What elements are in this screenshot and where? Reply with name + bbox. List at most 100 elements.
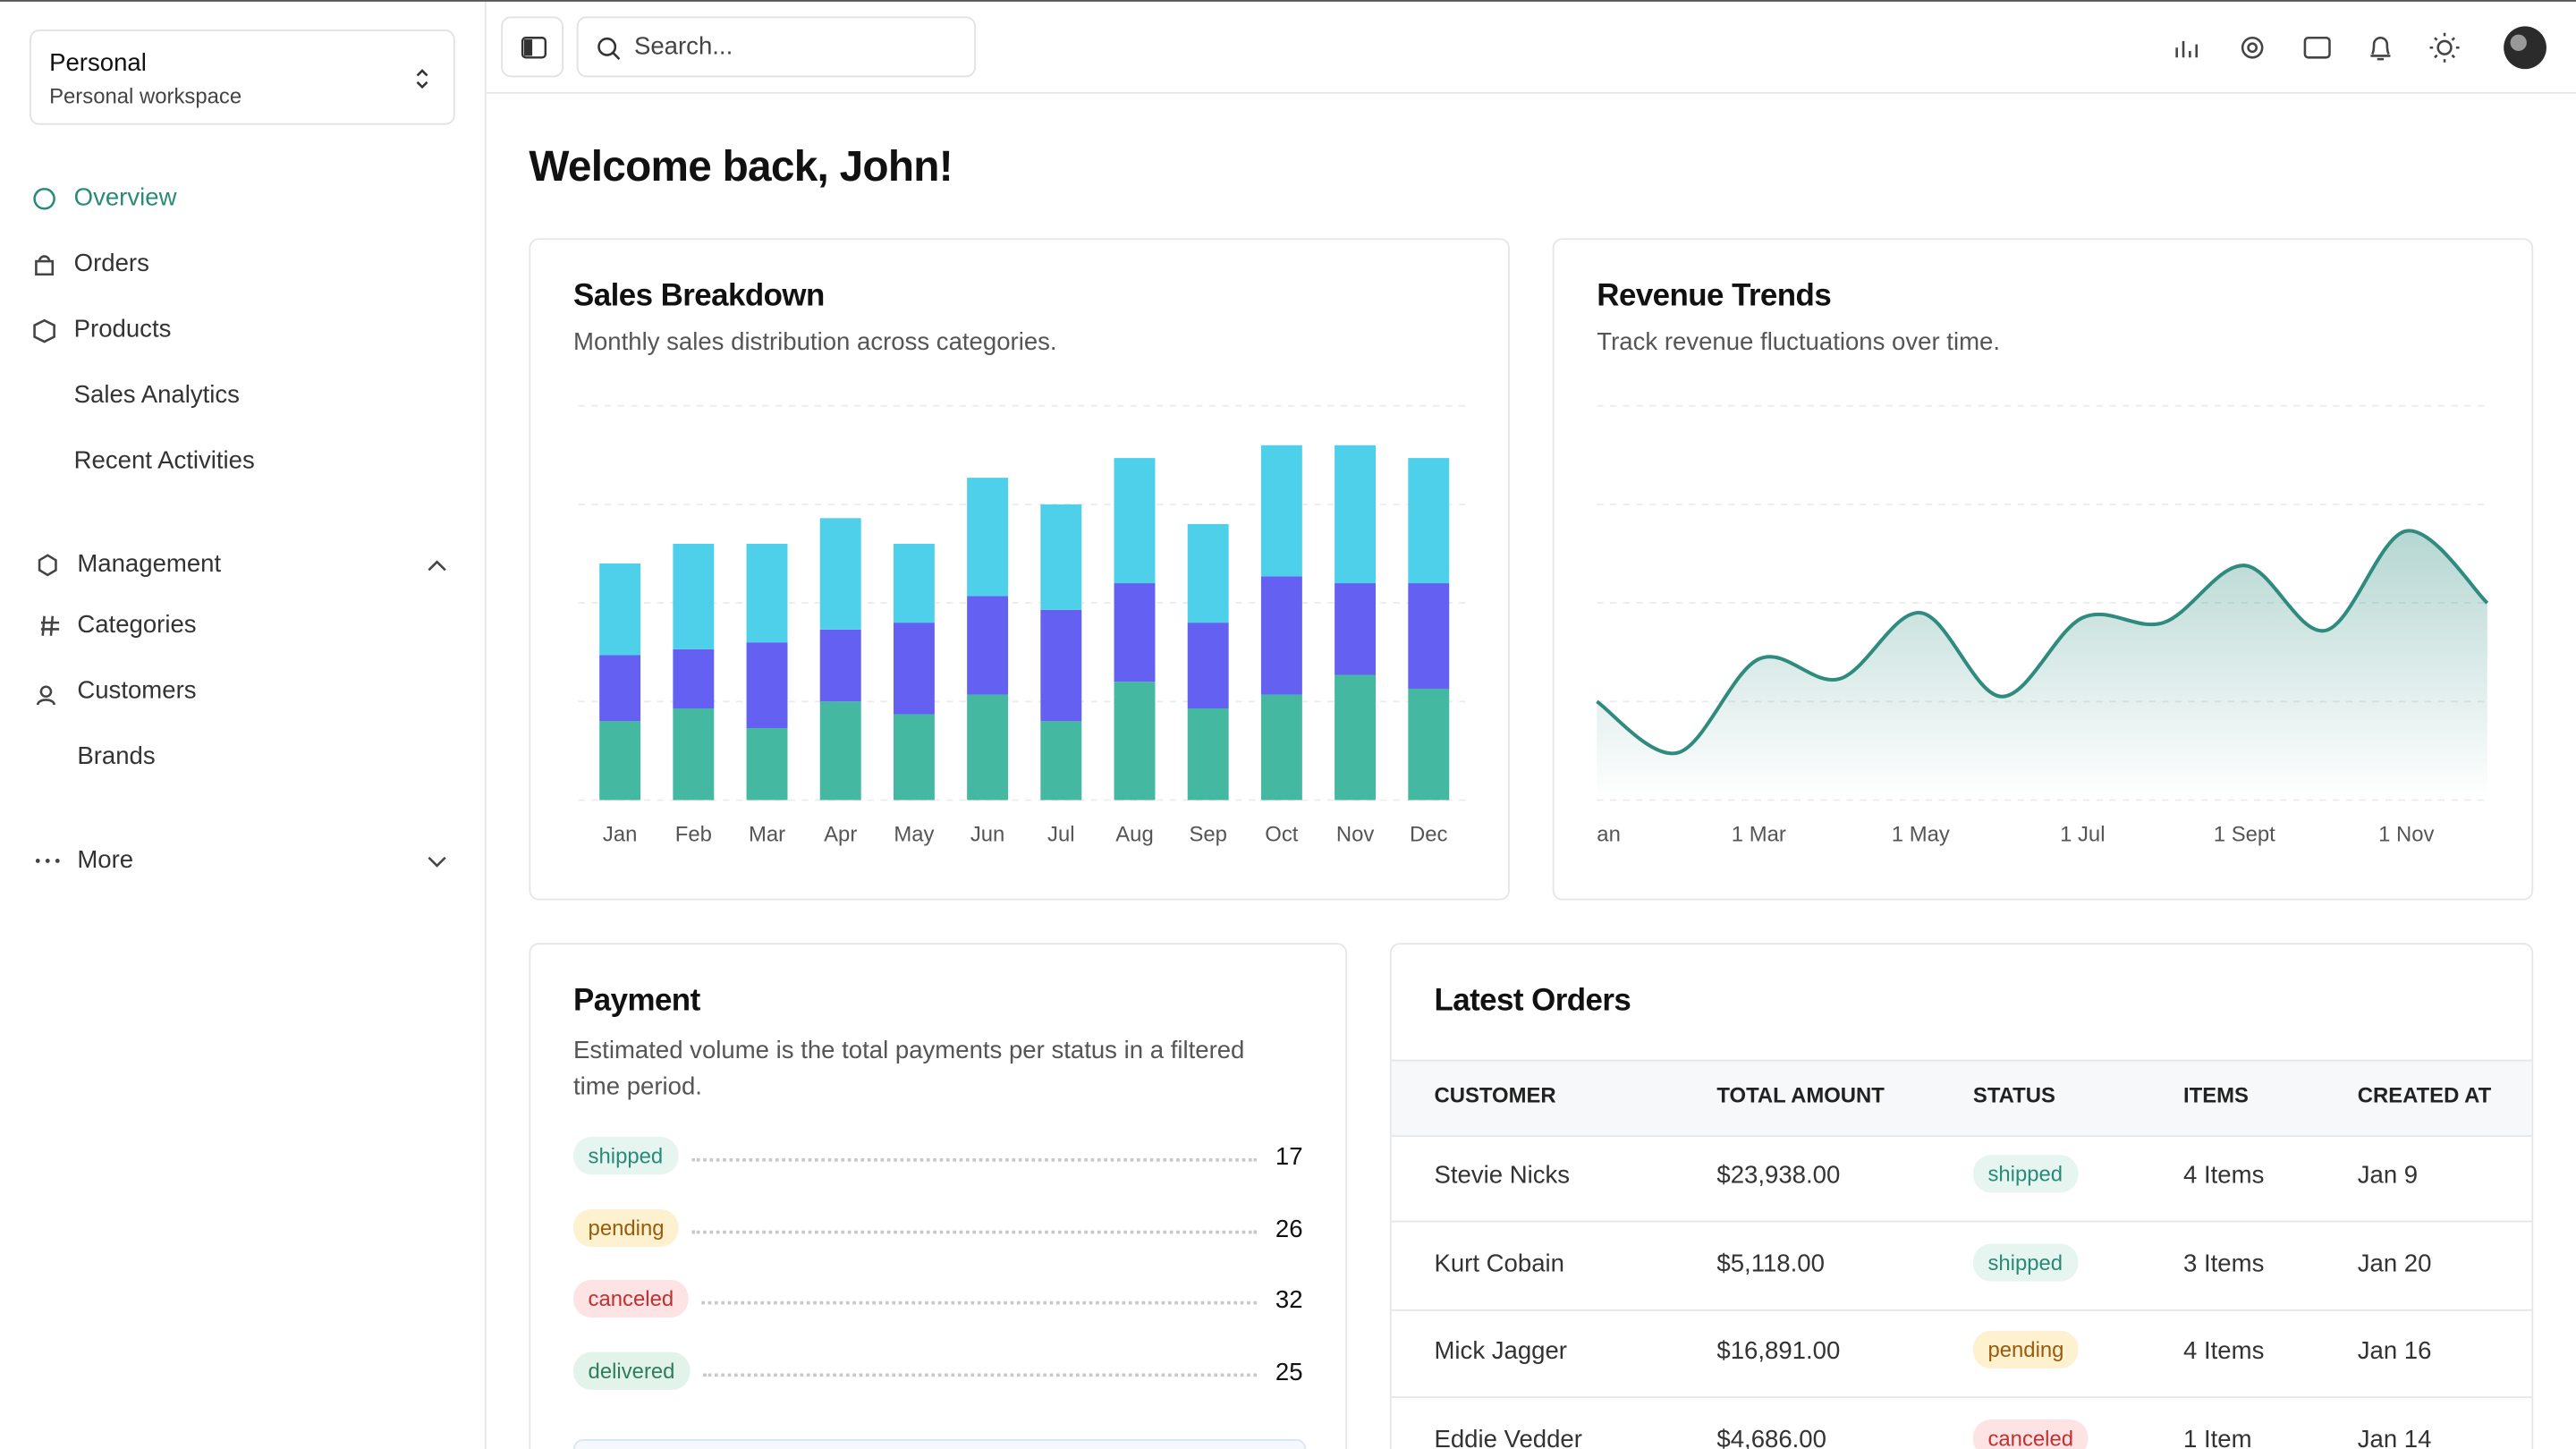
x-tick-label: Aug: [1115, 822, 1153, 846]
status-badge: canceled: [1972, 1419, 2089, 1449]
bar-segment: [1260, 576, 1302, 695]
line: [1596, 529, 2489, 756]
column-header: ITEMS: [2183, 1082, 2250, 1107]
x-tick-label: Sep: [1189, 822, 1226, 846]
stats-icon[interactable]: [2175, 40, 2199, 58]
x-tick-label: 1 Sept: [2214, 822, 2275, 846]
table-cell: $5,118.00: [1716, 1249, 1825, 1278]
x-tick-label: Jul: [1047, 822, 1075, 846]
status-badge: shipped: [1972, 1242, 2078, 1281]
dotted-leader: [691, 1230, 1258, 1233]
search-icon: [597, 37, 621, 61]
page-title: Welcome back, John!: [529, 140, 953, 191]
bar-segment: [673, 648, 715, 709]
theme-icon[interactable]: [2436, 39, 2453, 55]
nav-icon: [33, 187, 55, 210]
dot-icon: [35, 859, 40, 863]
x-tick-label: an: [1597, 822, 1621, 846]
nav-item[interactable]: Customers: [77, 676, 197, 705]
settings-icon[interactable]: [2241, 36, 2264, 59]
bar-segment: [1114, 682, 1156, 801]
dot-icon: [45, 859, 50, 863]
table-cell: Stevie Nicks: [1434, 1161, 1571, 1190]
dotted-leader: [691, 1157, 1258, 1162]
bar-segment: [819, 629, 861, 702]
column-header: STATUS: [1972, 1082, 2055, 1107]
bell-icon[interactable]: [2370, 37, 2391, 61]
row-divider: [1391, 1220, 2532, 1223]
status-badge: shipped: [573, 1137, 678, 1175]
status-badge: delivered: [573, 1352, 690, 1391]
x-tick-label: 1 May: [1892, 822, 1950, 846]
bar-segment: [1040, 721, 1082, 801]
bar-segment: [1408, 583, 1450, 689]
dotted-leader: [703, 1373, 1258, 1377]
table-cell: Jan 20: [2357, 1249, 2432, 1278]
search-placeholder: Search...: [633, 32, 733, 61]
bar-segment: [1335, 674, 1377, 801]
dot-icon: [55, 859, 60, 863]
dotted-leader: [701, 1301, 1258, 1306]
nav-item[interactable]: Sales Analytics: [73, 381, 240, 410]
bar-segment: [967, 596, 1009, 695]
column-header: CREATED AT: [2357, 1082, 2492, 1107]
nav-icon: [40, 615, 60, 636]
status-badge: pending: [1972, 1330, 2079, 1369]
table-cell: 1 Item: [2183, 1425, 2252, 1449]
bar-segment: [746, 642, 788, 729]
bar-segment: [819, 518, 861, 630]
table-cell: $4,686.00: [1716, 1425, 1826, 1449]
bar-segment: [1114, 458, 1156, 584]
calendar-icon[interactable]: [2303, 36, 2331, 59]
nav-section[interactable]: Management: [77, 550, 222, 579]
nav-item[interactable]: Overview: [73, 183, 177, 212]
table-cell: 3 Items: [2183, 1249, 2265, 1278]
nav-item[interactable]: Recent Activities: [73, 446, 255, 475]
card-title: Revenue Trends: [1597, 279, 1832, 314]
bar-segment: [1040, 504, 1082, 610]
status-badge: shipped: [1972, 1155, 2078, 1193]
nav-icon: [33, 318, 55, 343]
table-header: [1391, 1059, 2532, 1138]
chevron-up: [428, 560, 446, 572]
nav-item[interactable]: Orders: [73, 250, 149, 278]
status-count: 26: [1275, 1215, 1303, 1243]
bar-segment: [673, 708, 715, 801]
nav-item[interactable]: Products: [73, 315, 172, 343]
bar-segment: [599, 655, 641, 722]
bar-segment: [893, 543, 935, 623]
table-cell: Jan 14: [2357, 1425, 2432, 1449]
nav-item[interactable]: Brands: [77, 742, 156, 771]
sidebar-toggle[interactable]: [501, 16, 564, 78]
search-box[interactable]: Search...: [576, 16, 977, 78]
card-subtitle: Track revenue fluctuations over time.: [1597, 328, 2001, 357]
orders-card: [1389, 943, 2534, 1449]
nav-item[interactable]: Categories: [77, 611, 197, 640]
bar-segment: [599, 564, 641, 656]
header-icons: [2175, 26, 2546, 70]
x-tick-label: Nov: [1336, 822, 1374, 846]
chevrons-icon: [416, 69, 428, 89]
card-description: Estimated volume is the total payments p…: [573, 1036, 1245, 1101]
bar-segment: [1335, 583, 1377, 675]
x-tick-label: Oct: [1265, 822, 1298, 846]
table-cell: Jan 9: [2357, 1161, 2419, 1190]
bar-segment: [1335, 445, 1377, 584]
table-cell: Jan 16: [2357, 1337, 2432, 1366]
area: [1597, 530, 2487, 801]
chevron-down: [428, 856, 446, 868]
column-header: CUSTOMER: [1434, 1082, 1556, 1107]
table-cell: $16,891.00: [1716, 1337, 1841, 1366]
bar-segment: [1408, 688, 1450, 801]
bar-segment: [1040, 609, 1082, 722]
nav-item[interactable]: More: [77, 845, 134, 875]
bar-segment: [673, 543, 715, 649]
bar-segment: [1187, 623, 1229, 709]
x-tick-label: Mar: [749, 822, 785, 846]
workspace-subtitle: Personal workspace: [49, 83, 242, 109]
x-tick-label: May: [894, 822, 934, 846]
x-tick-label: 1 Mar: [1732, 822, 1786, 846]
nav-icon: [35, 255, 55, 276]
workspace-switcher[interactable]: Personal Personal workspace: [30, 30, 455, 125]
bar-segment: [893, 714, 935, 801]
